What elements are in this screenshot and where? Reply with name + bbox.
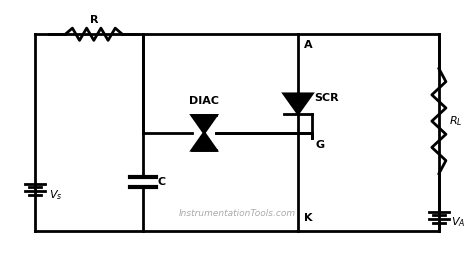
Text: DIAC: DIAC: [189, 96, 219, 106]
Text: R: R: [90, 15, 98, 25]
Polygon shape: [284, 94, 312, 114]
Text: K: K: [304, 213, 312, 223]
Text: $R_L$: $R_L$: [449, 114, 463, 128]
Polygon shape: [192, 115, 216, 133]
Text: G: G: [316, 140, 325, 150]
Text: InstrumentationTools.com: InstrumentationTools.com: [178, 209, 296, 218]
Polygon shape: [192, 133, 216, 150]
Text: SCR: SCR: [314, 93, 339, 103]
Text: A: A: [304, 40, 312, 50]
Text: $V_A$: $V_A$: [451, 215, 465, 229]
Text: $V_s$: $V_s$: [49, 188, 63, 202]
Text: C: C: [157, 177, 165, 187]
